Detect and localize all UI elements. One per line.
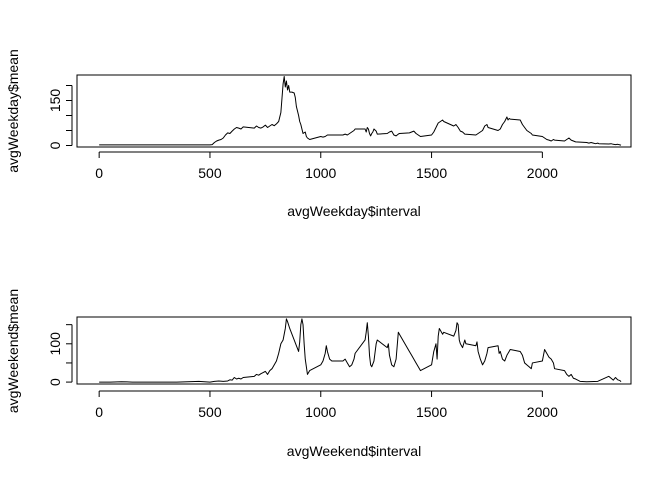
x-tick-label: 2000 [527,165,558,181]
series-group [99,76,622,146]
y-tick-label: 100 [47,332,63,356]
x-tick-label: 1000 [305,404,336,420]
y-tick-label: 0 [47,378,63,386]
x-tick-label: 500 [198,404,222,420]
x-axis: 0 500 1000 1500 2000 [95,390,558,420]
chart-panel-weekday: 0 500 1000 1500 2000 0 150 avgWeekday$interva… [5,49,632,219]
y-tick-label: 0 [47,141,63,149]
y-axis-title: avgWeekend$mean [5,289,21,413]
x-tick-label: 1500 [416,404,447,420]
y-axis: 0 100 [47,324,73,386]
chart-panel-weekend: 0 500 1000 1500 2000 0 100 avgWeekend$interva… [5,289,632,459]
x-tick-label: 1500 [416,165,447,181]
x-axis-title: avgWeekend$interval [287,443,421,459]
y-axis-title: avgWeekday$mean [5,49,21,172]
series-line [99,76,622,146]
plot-box [76,74,632,148]
y-axis: 0 150 [47,85,73,149]
x-axis-title: avgWeekday$interval [287,203,421,219]
plot-box [76,316,632,385]
x-tick-label: 1000 [305,165,336,181]
x-tick-label: 0 [95,165,103,181]
x-tick-label: 2000 [527,404,558,420]
x-tick-label: 500 [198,165,222,181]
y-tick-label: 150 [47,89,63,113]
series-line [99,318,622,383]
x-axis: 0 500 1000 1500 2000 [95,151,558,181]
series-group [99,318,622,383]
x-tick-label: 0 [95,404,103,420]
